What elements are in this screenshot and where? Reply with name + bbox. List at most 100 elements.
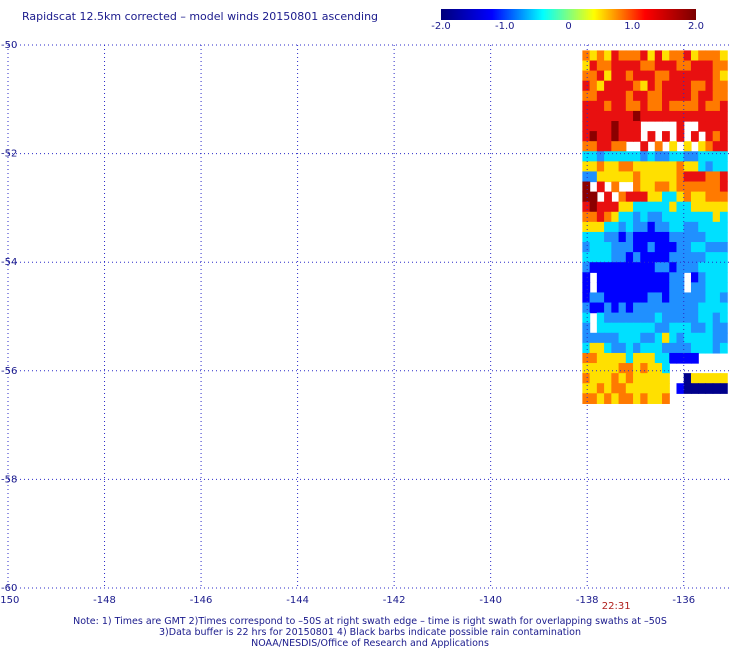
swath-cell bbox=[589, 221, 598, 233]
swath-cell bbox=[662, 242, 670, 253]
swath-cell bbox=[662, 272, 670, 283]
swath-cell bbox=[705, 151, 714, 162]
swath-cell bbox=[698, 252, 707, 263]
swath-cell bbox=[654, 191, 663, 203]
swath-cell bbox=[596, 302, 605, 314]
swath-cell bbox=[589, 70, 598, 82]
swath-cell bbox=[596, 131, 605, 142]
swath-cell bbox=[712, 322, 721, 334]
swath-cell bbox=[698, 141, 707, 152]
swath-cell bbox=[625, 80, 634, 92]
swath-cell bbox=[662, 373, 670, 384]
swath-cell bbox=[582, 393, 591, 404]
swath-cell bbox=[698, 272, 707, 283]
swath-cell bbox=[625, 60, 634, 72]
swath-cell bbox=[625, 131, 634, 142]
lat-tick-label: -56 bbox=[1, 366, 17, 377]
swath-cell bbox=[712, 90, 721, 102]
swath-cell bbox=[582, 332, 591, 344]
swath-cell bbox=[604, 332, 612, 344]
swath-cell bbox=[669, 100, 678, 112]
swath-cell bbox=[662, 151, 670, 162]
swath-cell bbox=[596, 272, 605, 283]
swath-cell bbox=[611, 211, 620, 223]
swath-cell bbox=[582, 292, 591, 304]
swath-cell bbox=[654, 171, 663, 183]
swath-cell bbox=[596, 50, 605, 62]
swath-cell bbox=[633, 272, 641, 283]
swath-cell bbox=[662, 100, 670, 112]
swath-cell bbox=[604, 383, 612, 394]
swath-cell bbox=[640, 181, 649, 193]
swath-cell bbox=[647, 191, 656, 203]
swath-cell bbox=[647, 373, 656, 384]
swath-cell bbox=[662, 191, 670, 203]
colorbar-tick-label: -2.0 bbox=[431, 21, 451, 32]
swath-cell bbox=[712, 221, 721, 233]
swath-cell bbox=[611, 100, 620, 112]
swath-cell bbox=[705, 262, 714, 273]
swath-cell bbox=[676, 332, 685, 344]
swath-cell bbox=[690, 352, 699, 364]
swath-cell bbox=[683, 262, 692, 273]
swath-cell bbox=[669, 231, 678, 243]
swath-cell bbox=[676, 110, 685, 122]
swath-cell bbox=[625, 191, 634, 203]
swath-cell bbox=[690, 80, 699, 92]
swath-cell bbox=[596, 393, 605, 404]
swath-cell bbox=[712, 110, 721, 122]
swath-cell bbox=[719, 332, 728, 344]
swath-cell bbox=[633, 171, 641, 183]
swath-cell bbox=[669, 342, 678, 354]
swath-cell bbox=[618, 100, 627, 112]
swath-cell bbox=[582, 80, 591, 92]
swath-cell bbox=[647, 161, 656, 173]
swath-cell bbox=[654, 221, 663, 233]
swath-cell bbox=[690, 322, 699, 334]
swath-cell bbox=[596, 60, 605, 72]
swath-cell bbox=[654, 393, 663, 404]
swath-cell bbox=[596, 262, 605, 273]
swath-cell bbox=[611, 393, 620, 404]
swath-cell bbox=[640, 242, 649, 253]
swath-cell bbox=[654, 383, 663, 394]
swath-cell bbox=[676, 302, 685, 314]
swath-cell bbox=[690, 292, 699, 304]
swath-cell bbox=[719, 252, 728, 263]
swath-cell bbox=[662, 171, 670, 183]
swath-cell bbox=[582, 282, 591, 294]
swath-cell bbox=[719, 181, 728, 193]
swath-cell bbox=[662, 110, 670, 122]
swath-cell bbox=[662, 383, 670, 394]
swath-cell bbox=[604, 292, 612, 304]
swath-cell bbox=[625, 90, 634, 102]
swath-cell bbox=[705, 141, 714, 152]
swath-cell bbox=[611, 70, 620, 82]
swath-cell bbox=[690, 201, 699, 213]
swath-cell bbox=[647, 80, 656, 92]
swath-cell bbox=[618, 80, 627, 92]
swath-cell bbox=[589, 242, 598, 253]
swath-cell bbox=[662, 231, 670, 243]
swath-cell bbox=[596, 211, 605, 223]
swath-cell bbox=[669, 272, 678, 283]
swath-cell bbox=[662, 332, 670, 344]
swath-cell bbox=[683, 302, 692, 314]
swath-cell bbox=[625, 151, 634, 162]
note-line-2: 3)Data buffer is 22 hrs for 20150801 4) … bbox=[159, 627, 581, 638]
swath-cell bbox=[582, 352, 591, 364]
swath-cell bbox=[683, 332, 692, 344]
swath-cell bbox=[662, 352, 670, 364]
swath-cell bbox=[596, 121, 605, 132]
swath-cell bbox=[640, 211, 649, 223]
swath-cell bbox=[604, 131, 612, 142]
swath-cell bbox=[596, 221, 605, 233]
swath-cell bbox=[633, 90, 641, 102]
lat-tick-label: -50 bbox=[1, 40, 17, 51]
swath-cell bbox=[719, 201, 728, 213]
swath-cell bbox=[625, 110, 634, 122]
swath-cell bbox=[654, 110, 663, 122]
swath-cell bbox=[712, 191, 721, 203]
swath-cell bbox=[683, 383, 692, 394]
swath-cell bbox=[654, 322, 663, 334]
